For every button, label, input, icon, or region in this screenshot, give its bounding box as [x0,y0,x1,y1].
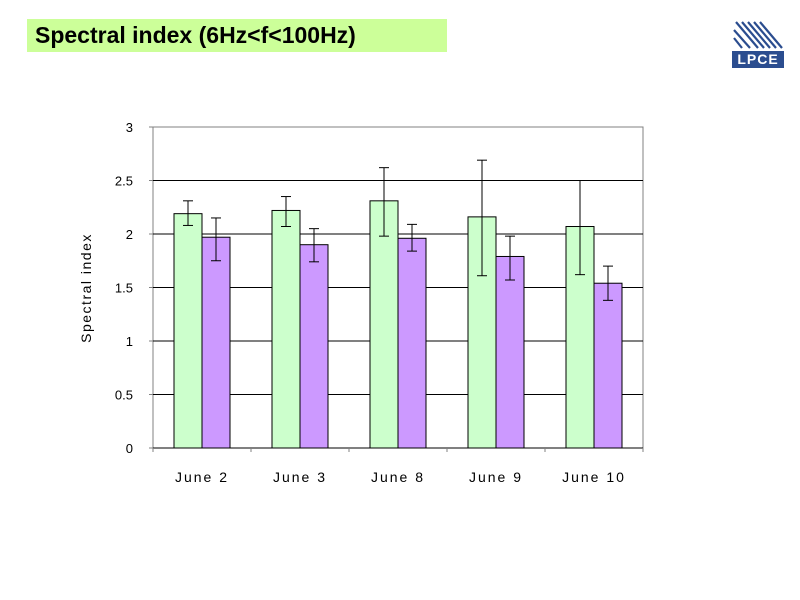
y-tick-label: 2 [126,227,133,242]
y-tick-label: 0.5 [115,388,133,403]
bar-series2-3 [495,255,525,449]
bars [173,200,623,449]
y-tick-labels: 0 0.5 1 1.5 2 2.5 3 [115,120,133,456]
y-tick-label: 1.5 [115,281,133,296]
x-tick-label: June 3 [273,469,327,485]
y-axis-label: Spectral index [78,233,94,343]
bar-series2-0 [201,236,231,449]
lpce-logo: LPCE [732,20,784,68]
y-tick-label: 1 [126,334,133,349]
logo-text: LPCE [732,51,784,68]
y-tick-label: 0 [126,441,133,456]
y-tick-label: 2.5 [115,174,133,189]
y-tick-label: 3 [126,120,133,135]
bar-series2-1 [299,244,329,449]
x-tick-labels: June 2 June 3 June 8 June 9 June 10 [175,469,626,485]
bar-series1-1 [271,209,301,449]
bar-series2-2 [397,237,427,449]
x-tick-label: June 2 [175,469,229,485]
page-title: Spectral index (6Hz<f<100Hz) [35,22,356,48]
bar-series2-4 [593,282,623,449]
logo-stripes-icon [733,21,783,49]
title-banner: Spectral index (6Hz<f<100Hz) [27,19,447,52]
x-tick-label: June 10 [562,469,626,485]
bar-series1-0 [173,213,203,449]
error-bars [183,159,613,301]
x-tick-label: June 8 [371,469,425,485]
bar-series1-2 [369,200,399,449]
x-tick-label: June 9 [469,469,523,485]
